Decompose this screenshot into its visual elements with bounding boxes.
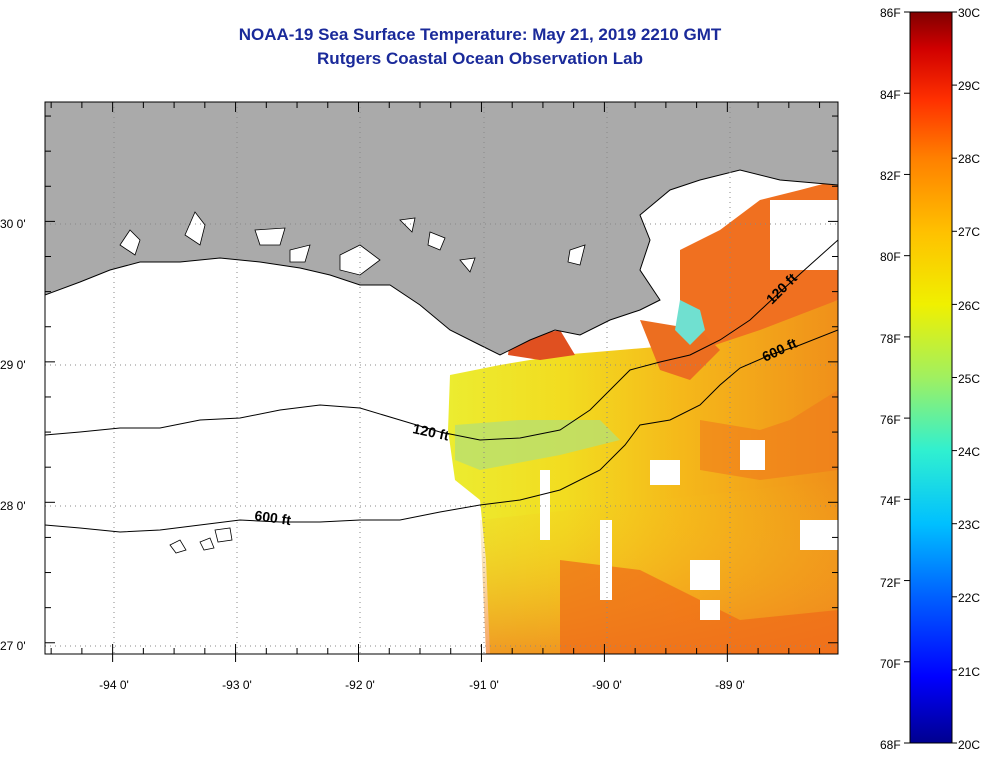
lon-tick-label: -93 0' bbox=[222, 678, 252, 692]
colorbar-c-label: 22C bbox=[958, 591, 980, 605]
lon-tick-label: -92 0' bbox=[345, 678, 375, 692]
colorbar-f-label: 84F bbox=[880, 88, 901, 102]
lon-tick-label: -94 0' bbox=[99, 678, 129, 692]
lon-tick-labels: -94 0' -93 0' -92 0' -91 0' -90 0' -89 0… bbox=[99, 678, 745, 692]
colorbar-f-label: 80F bbox=[880, 250, 901, 264]
lat-tick-label: 27 0' bbox=[0, 639, 26, 653]
map-frame bbox=[44, 101, 839, 655]
contour-label-600ft-west: 600 ft bbox=[254, 507, 293, 528]
colorbar-f-labels: 86F 84F 82F 80F 78F 76F 74F 72F 70F 68F bbox=[880, 6, 901, 752]
contour-600ft bbox=[45, 329, 838, 533]
contour-label-120ft-west: 120 ft bbox=[411, 420, 450, 443]
colorbar-c-label: 28C bbox=[958, 152, 980, 166]
colorbar-c-label: 21C bbox=[958, 665, 980, 679]
colorbar-c-label: 27C bbox=[958, 225, 980, 239]
colorbar-c-label: 30C bbox=[958, 6, 980, 20]
inland-water bbox=[119, 211, 586, 276]
graticule bbox=[45, 102, 838, 654]
colorbar-c-label: 20C bbox=[958, 738, 980, 752]
sst-data-layer bbox=[448, 172, 838, 654]
colorbar-c-label: 29C bbox=[958, 79, 980, 93]
lat-tick-label: 30 0' bbox=[0, 217, 26, 231]
colorbar-f-label: 86F bbox=[880, 6, 901, 20]
colorbar: 86F 84F 82F 80F 78F 76F 74F 72F 70F 68F … bbox=[880, 6, 980, 752]
contour-600ft-islands bbox=[169, 527, 233, 554]
colorbar-c-label: 23C bbox=[958, 518, 980, 532]
lon-tick-label: -91 0' bbox=[469, 678, 499, 692]
map-subtitle: Rutgers Coastal Ocean Observation Lab bbox=[317, 49, 643, 68]
lat-tick-label: 28 0' bbox=[0, 499, 26, 513]
colorbar-c-label: 25C bbox=[958, 372, 980, 386]
lon-tick-label: -90 0' bbox=[592, 678, 622, 692]
lon-tick-label: -89 0' bbox=[715, 678, 745, 692]
colorbar-f-label: 76F bbox=[880, 413, 901, 427]
land-mass bbox=[45, 102, 838, 356]
axis-ticks bbox=[45, 102, 838, 662]
colorbar-c-label: 24C bbox=[958, 445, 980, 459]
colorbar-f-label: 68F bbox=[880, 738, 901, 752]
contour-120ft bbox=[45, 239, 838, 441]
cloud-gaps bbox=[540, 200, 838, 620]
colorbar-f-label: 72F bbox=[880, 576, 901, 590]
colorbar-f-label: 78F bbox=[880, 332, 901, 346]
colorbar-scale bbox=[909, 11, 953, 744]
colorbar-f-label: 70F bbox=[880, 657, 901, 671]
colorbar-c-label: 26C bbox=[958, 299, 980, 313]
colorbar-ticks bbox=[904, 11, 957, 744]
colorbar-c-labels: 30C 29C 28C 27C 26C 25C 24C 23C 22C 21C … bbox=[958, 6, 980, 752]
lat-tick-label: 29 0' bbox=[0, 358, 26, 372]
colorbar-f-label: 74F bbox=[880, 494, 901, 508]
map-title: NOAA-19 Sea Surface Temperature: May 21,… bbox=[238, 25, 722, 44]
colorbar-f-label: 82F bbox=[880, 169, 901, 183]
lat-tick-labels: 30 0' 29 0' 28 0' 27 0' bbox=[0, 217, 26, 653]
